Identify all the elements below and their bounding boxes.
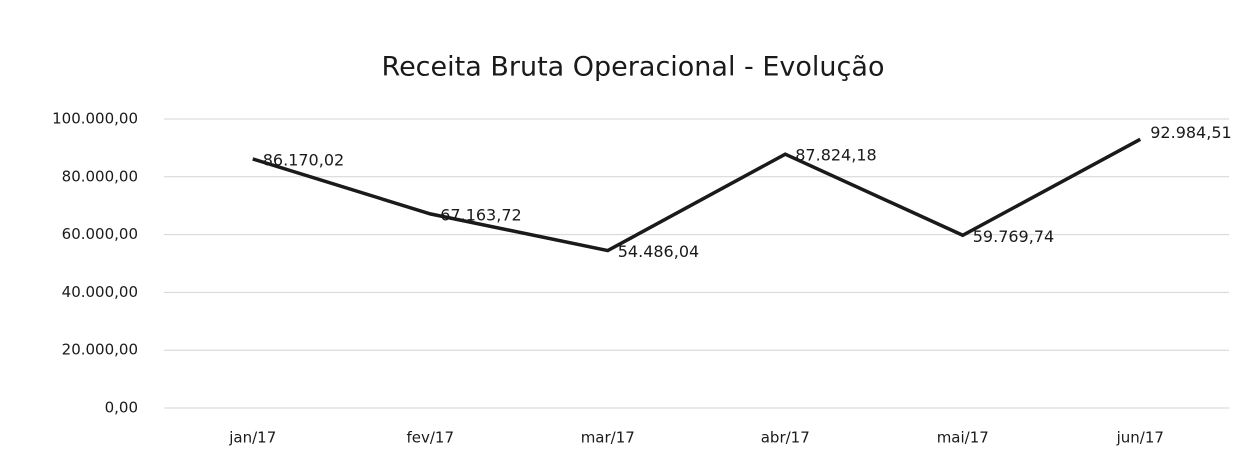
x-tick-label: abr/17 [761, 429, 810, 447]
y-tick-label: 40.000,00 [62, 283, 138, 301]
y-tick-label: 60.000,00 [62, 225, 138, 243]
x-tick-label: mai/17 [937, 429, 989, 447]
y-tick-label: 80.000,00 [62, 167, 138, 185]
x-tick-label: jun/17 [1116, 429, 1164, 447]
data-label: 86.170,02 [263, 150, 344, 169]
data-label: 54.486,04 [618, 242, 699, 261]
data-label: 67.163,72 [440, 205, 521, 224]
x-tick-label: jan/17 [228, 429, 276, 447]
y-tick-label: 20.000,00 [62, 341, 138, 359]
data-label: 59.769,74 [973, 227, 1054, 246]
chart-title: Receita Bruta Operacional - Evolução [382, 52, 885, 83]
y-tick-label: 0,00 [105, 399, 138, 417]
data-label: 87.824,18 [795, 146, 876, 165]
data-label: 92.984,51 [1150, 123, 1231, 142]
x-tick-label: fev/17 [406, 429, 454, 447]
y-tick-label: 100.000,00 [52, 110, 138, 128]
line [252, 137, 1142, 253]
x-tick-label: mar/17 [581, 429, 635, 447]
